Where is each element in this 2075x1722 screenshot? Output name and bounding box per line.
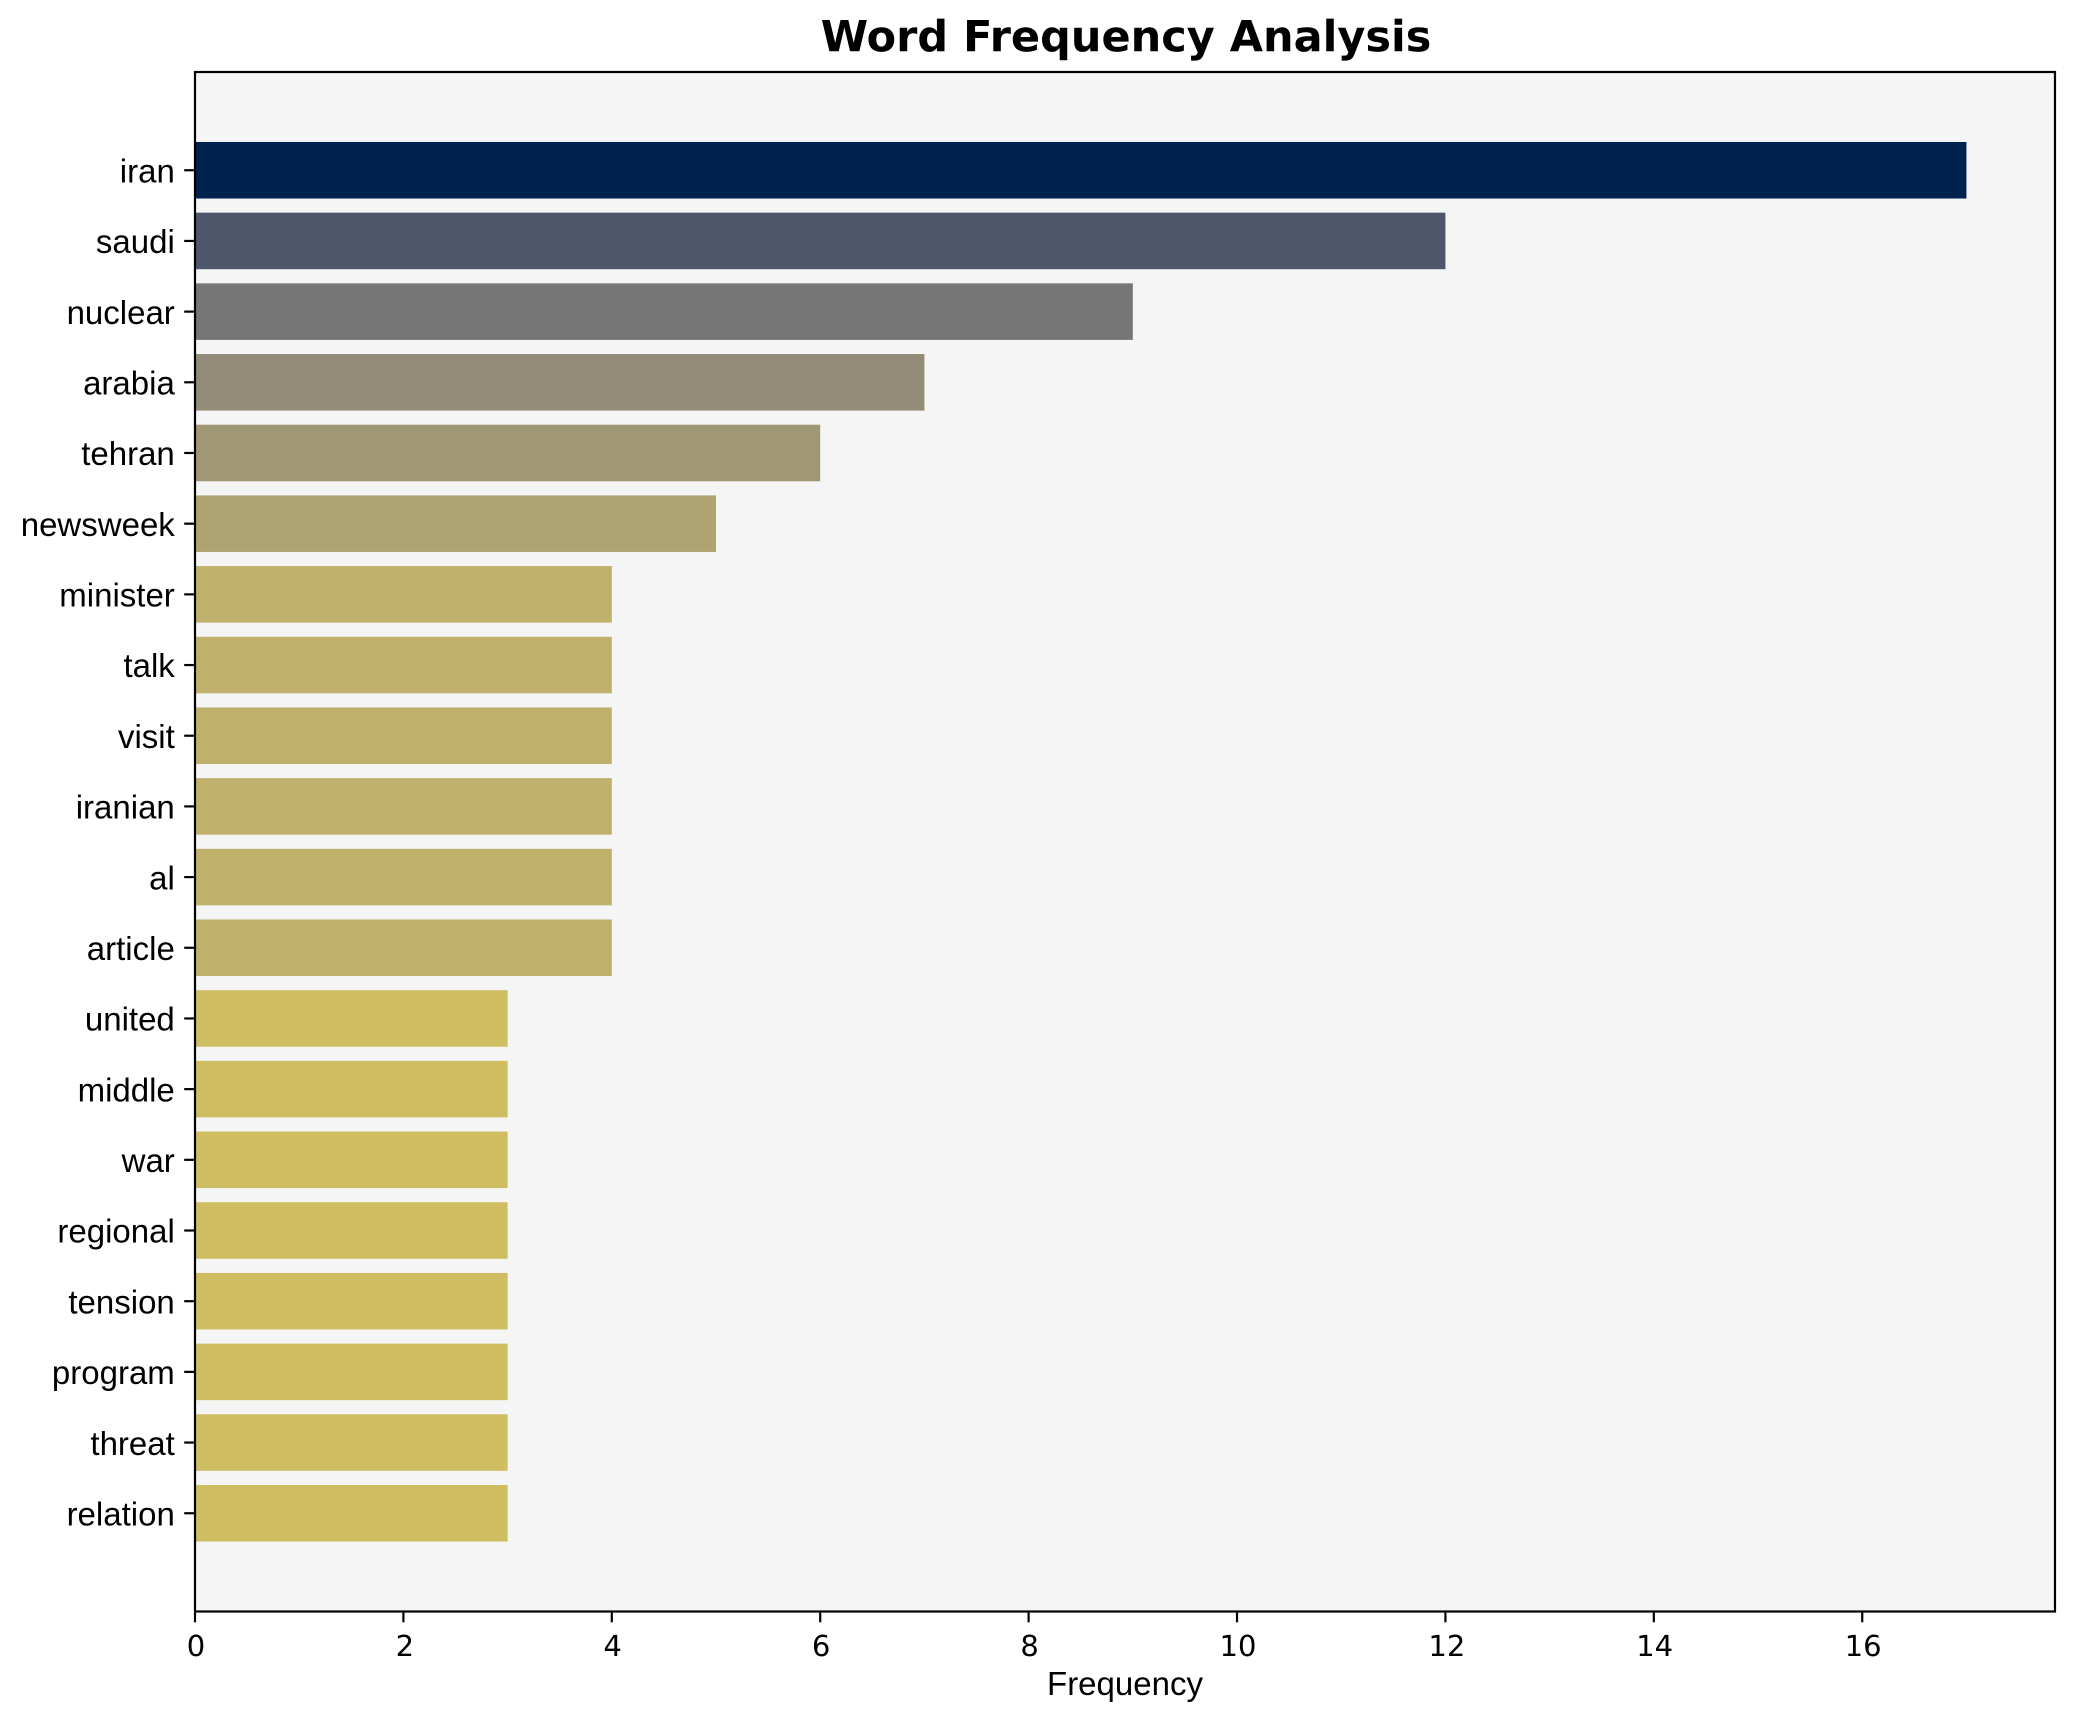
svg-text:arabia: arabia [83,365,175,402]
svg-text:iranian: iranian [76,789,175,826]
svg-text:Frequency: Frequency [1047,1665,1203,1702]
svg-text:article: article [87,930,175,967]
svg-text:tehran: tehran [81,435,175,472]
svg-text:program: program [52,1354,175,1391]
svg-text:iran: iran [120,152,175,189]
svg-text:nuclear: nuclear [67,294,175,331]
svg-text:newsweek: newsweek [21,506,176,543]
svg-text:regional: regional [57,1213,174,1250]
svg-text:war: war [121,1142,175,1179]
svg-text:united: united [85,1001,175,1038]
svg-text:talk: talk [123,647,175,684]
svg-text:relation: relation [67,1495,175,1532]
svg-text:threat: threat [90,1425,174,1462]
svg-text:tension: tension [68,1283,174,1320]
svg-text:al: al [149,859,175,896]
svg-text:visit: visit [118,718,175,755]
svg-text:minister: minister [59,577,175,614]
svg-text:saudi: saudi [96,223,175,260]
svg-text:middle: middle [78,1071,175,1108]
